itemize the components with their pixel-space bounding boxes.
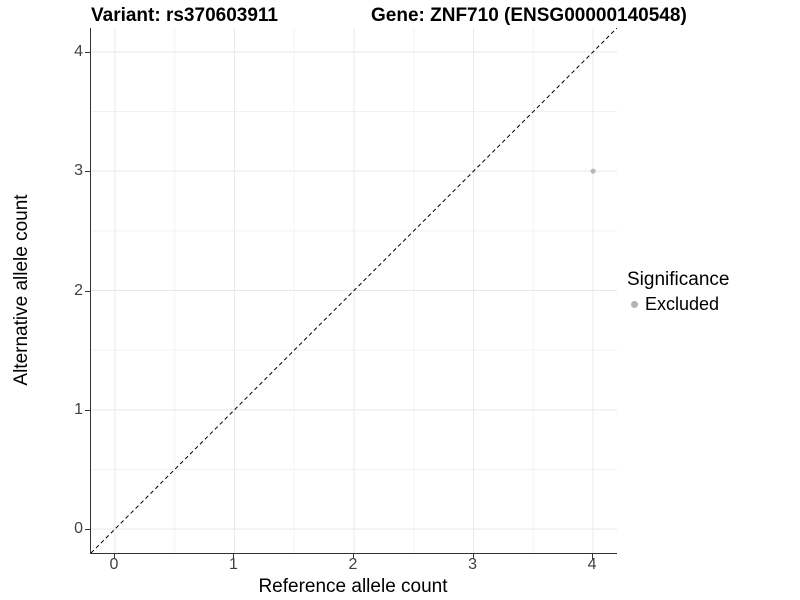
y-axis-title: Alternative allele count [11, 194, 32, 386]
x-tick-label: 4 [587, 556, 597, 573]
y-tick-mark [85, 409, 90, 411]
plot-panel [90, 28, 617, 554]
y-tick-label: 2 [74, 281, 83, 299]
y-tick-mark [85, 529, 90, 531]
y-tick-label: 4 [74, 42, 83, 60]
legend: Significance Excluded [627, 269, 729, 315]
legend-title: Significance [627, 269, 730, 290]
excluded-point-icon [631, 301, 638, 308]
data-point [590, 168, 596, 174]
y-tick-label: 1 [74, 400, 83, 418]
scatter-plot [91, 28, 617, 553]
y-tick-mark [85, 290, 90, 292]
plot-title-variant: Variant: rs370603911 [91, 5, 278, 26]
x-tick-mark [592, 554, 594, 559]
y-tick-label: 3 [74, 162, 83, 180]
x-tick-mark [353, 554, 354, 559]
legend-item-label: Excluded [645, 294, 720, 314]
x-tick-mark [472, 554, 474, 559]
x-tick-label: 3 [468, 556, 477, 573]
x-tick-label: 2 [348, 556, 358, 573]
legend-item-excluded: Excluded [627, 294, 729, 315]
x-tick-label: 1 [229, 556, 238, 573]
plot-title-gene: Gene: ZNF710 (ENSG00000140548) [371, 5, 687, 26]
y-tick-mark [85, 51, 90, 53]
identity-dashed-line [91, 28, 617, 553]
x-tick-label: 0 [109, 556, 119, 573]
y-tick-label: 0 [74, 520, 83, 538]
y-tick-mark [85, 171, 90, 173]
x-axis-title: Reference allele count [258, 576, 448, 597]
x-tick-mark [113, 554, 115, 559]
x-tick-mark [233, 554, 235, 559]
